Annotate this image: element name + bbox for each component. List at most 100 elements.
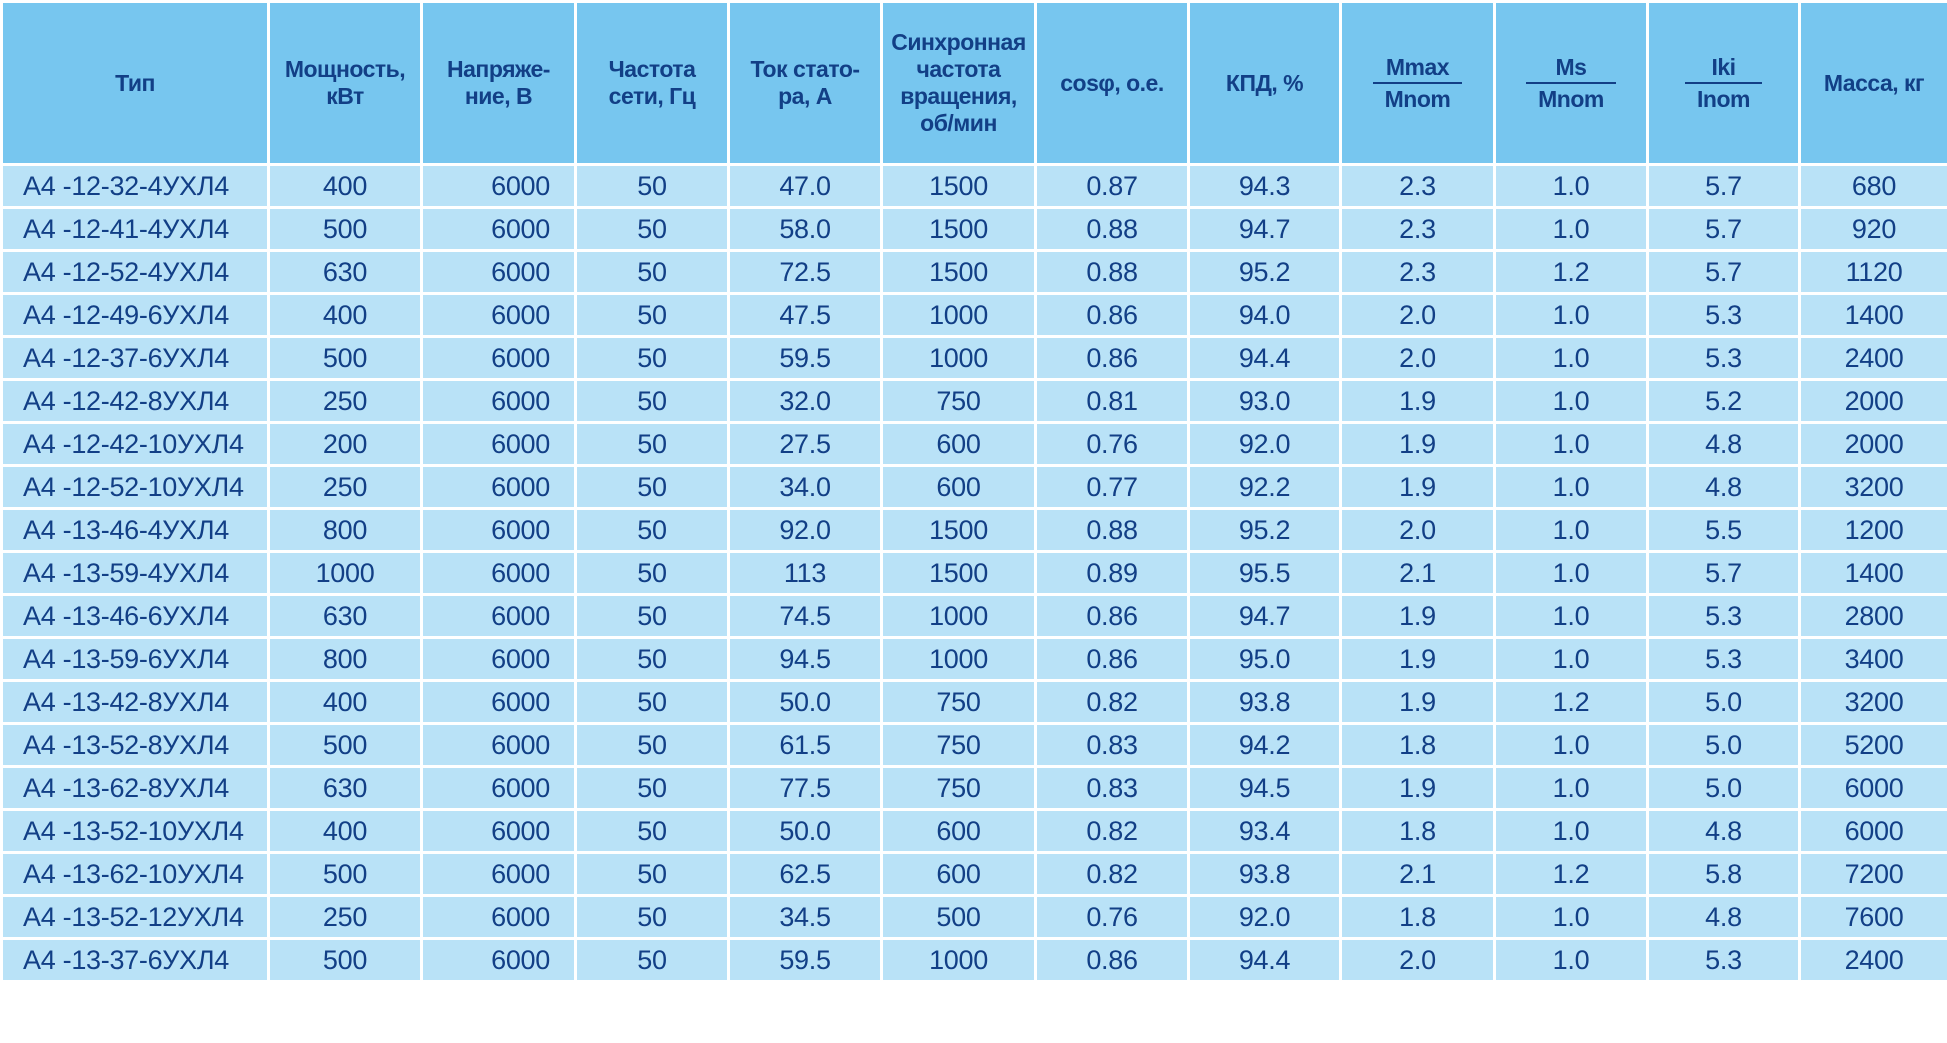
table-header: Тип Мощность, кВт Напряже- ние, В Частот…	[0, 0, 1947, 166]
cell-power: 630	[267, 765, 423, 811]
cell-mass: 2400	[1798, 335, 1947, 381]
cell-sync-speed: 750	[880, 722, 1037, 768]
cell-voltage: 6000	[420, 679, 577, 725]
cell-mass: 680	[1798, 163, 1947, 209]
cell-stator-current: 34.5	[727, 894, 883, 940]
table-row: А4 -12-42-8УХЛ4 250 6000 50 32.0 750 0.81 93.0 1…	[0, 378, 1947, 424]
cell-iki-ratio: 5.5	[1646, 507, 1801, 553]
header-power: Мощность, кВт	[267, 0, 423, 166]
cell-efficiency: 95.2	[1187, 249, 1342, 295]
cell-iki-ratio: 5.7	[1646, 550, 1801, 596]
cell-type: А4 -13-46-6УХЛ4	[0, 593, 270, 639]
cell-ms-ratio: 1.0	[1493, 808, 1649, 854]
table-row: А4 -13-37-6УХЛ4 500 6000 50 59.5 1000 0.86 94.4…	[0, 937, 1947, 983]
cell-sync-speed: 750	[880, 679, 1037, 725]
cell-voltage: 6000	[420, 636, 577, 682]
header-frequency: Частота сети, Гц	[574, 0, 730, 166]
cell-ms-ratio: 1.0	[1493, 206, 1649, 252]
cell-voltage: 6000	[420, 765, 577, 811]
cell-efficiency: 94.7	[1187, 593, 1342, 639]
cell-mmax-ratio: 2.1	[1339, 550, 1496, 596]
cell-sync-speed: 1500	[880, 507, 1037, 553]
cell-iki-ratio: 5.3	[1646, 937, 1801, 983]
cell-type: А4 -12-52-4УХЛ4	[0, 249, 270, 295]
cell-iki-ratio: 5.3	[1646, 335, 1801, 381]
cell-efficiency: 95.0	[1187, 636, 1342, 682]
cell-power: 500	[267, 335, 423, 381]
cell-stator-current: 47.5	[727, 292, 883, 338]
cell-frequency: 50	[574, 593, 730, 639]
cell-ms-ratio: 1.0	[1493, 550, 1649, 596]
cell-sync-speed: 600	[880, 851, 1037, 897]
cell-sync-speed: 1000	[880, 937, 1037, 983]
cell-efficiency: 92.0	[1187, 421, 1342, 467]
cell-iki-ratio: 5.8	[1646, 851, 1801, 897]
cell-iki-ratio: 5.0	[1646, 765, 1801, 811]
cell-voltage: 6000	[420, 550, 577, 596]
cell-efficiency: 94.3	[1187, 163, 1342, 209]
cell-mmax-ratio: 1.9	[1339, 765, 1496, 811]
ms-fraction: Ms Mnom	[1526, 52, 1616, 114]
cell-stator-current: 34.0	[727, 464, 883, 510]
cell-frequency: 50	[574, 550, 730, 596]
table-row: А4 -13-52-12УХЛ4 250 6000 50 34.5 500 0.76 92.0…	[0, 894, 1947, 940]
cell-voltage: 6000	[420, 593, 577, 639]
cell-cos-phi: 0.82	[1034, 808, 1190, 854]
cell-mass: 1400	[1798, 292, 1947, 338]
cell-ms-ratio: 1.2	[1493, 851, 1649, 897]
cell-cos-phi: 0.87	[1034, 163, 1190, 209]
table-row: А4 -13-52-8УХЛ4 500 6000 50 61.5 750 0.83 94.2 1…	[0, 722, 1947, 768]
cell-frequency: 50	[574, 765, 730, 811]
cell-power: 630	[267, 249, 423, 295]
table-row: А4 -12-37-6УХЛ4 500 6000 50 59.5 1000 0.86 94.4…	[0, 335, 1947, 381]
table-row: А4 -13-46-6УХЛ4 630 6000 50 74.5 1000 0.86 94.7…	[0, 593, 1947, 639]
cell-power: 200	[267, 421, 423, 467]
cell-cos-phi: 0.82	[1034, 679, 1190, 725]
cell-stator-current: 77.5	[727, 765, 883, 811]
cell-mass: 1400	[1798, 550, 1947, 596]
iki-numerator: Iki	[1685, 52, 1762, 84]
cell-cos-phi: 0.86	[1034, 636, 1190, 682]
cell-sync-speed: 600	[880, 808, 1037, 854]
cell-ms-ratio: 1.0	[1493, 421, 1649, 467]
cell-frequency: 50	[574, 851, 730, 897]
cell-mmax-ratio: 1.9	[1339, 464, 1496, 510]
table-body: А4 -12-32-4УХЛ4 400 6000 50 47.0 1500 0.87 94.3…	[0, 163, 1947, 983]
cell-cos-phi: 0.89	[1034, 550, 1190, 596]
cell-iki-ratio: 4.8	[1646, 808, 1801, 854]
table-row: А4 -13-62-8УХЛ4 630 6000 50 77.5 750 0.83 94.5 1…	[0, 765, 1947, 811]
cell-voltage: 6000	[420, 464, 577, 510]
cell-mmax-ratio: 2.0	[1339, 937, 1496, 983]
cell-mass: 920	[1798, 206, 1947, 252]
header-mass: Масса, кг	[1798, 0, 1947, 166]
cell-mmax-ratio: 2.3	[1339, 206, 1496, 252]
cell-mmax-ratio: 2.0	[1339, 507, 1496, 553]
header-row: Тип Мощность, кВт Напряже- ние, В Частот…	[0, 0, 1947, 166]
cell-power: 500	[267, 851, 423, 897]
cell-cos-phi: 0.76	[1034, 421, 1190, 467]
cell-frequency: 50	[574, 679, 730, 725]
cell-ms-ratio: 1.0	[1493, 378, 1649, 424]
cell-power: 500	[267, 722, 423, 768]
cell-iki-ratio: 5.0	[1646, 722, 1801, 768]
cell-mmax-ratio: 1.9	[1339, 421, 1496, 467]
header-voltage: Напряже- ние, В	[420, 0, 577, 166]
cell-power: 250	[267, 894, 423, 940]
cell-iki-ratio: 5.2	[1646, 378, 1801, 424]
cell-power: 250	[267, 464, 423, 510]
cell-ms-ratio: 1.0	[1493, 636, 1649, 682]
cell-cos-phi: 0.77	[1034, 464, 1190, 510]
cell-ms-ratio: 1.0	[1493, 335, 1649, 381]
cell-ms-ratio: 1.0	[1493, 507, 1649, 553]
cell-efficiency: 94.0	[1187, 292, 1342, 338]
cell-mmax-ratio: 2.3	[1339, 163, 1496, 209]
cell-frequency: 50	[574, 722, 730, 768]
iki-fraction: Iki Inom	[1685, 52, 1762, 114]
cell-mmax-ratio: 1.9	[1339, 593, 1496, 639]
table-row: А4 -13-59-4УХЛ4 1000 6000 50 113 1500 0.89 95.5…	[0, 550, 1947, 596]
cell-type: А4 -12-32-4УХЛ4	[0, 163, 270, 209]
cell-type: А4 -13-62-8УХЛ4	[0, 765, 270, 811]
cell-sync-speed: 750	[880, 378, 1037, 424]
cell-frequency: 50	[574, 464, 730, 510]
mmax-denominator: Mnom	[1384, 86, 1451, 112]
